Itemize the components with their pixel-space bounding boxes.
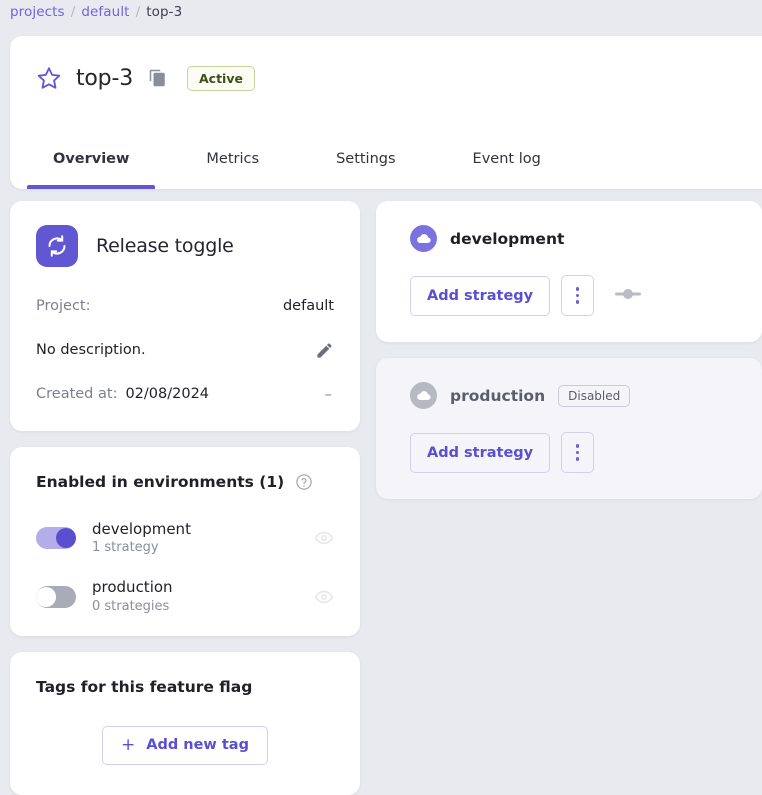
strategy-card-production: production Disabled Add strategy: [376, 358, 762, 499]
created-label: Created at:: [36, 386, 118, 402]
feature-header-row: top-3 Active: [10, 36, 762, 120]
breadcrumb: projects / default / top-3: [0, 0, 762, 24]
release-toggle-card: Release toggle Project: default No descr…: [10, 201, 360, 431]
breadcrumb-separator: /: [70, 4, 76, 20]
tags-body: + Add new tag: [36, 725, 334, 765]
feature-tabs: Overview Metrics Settings Event log: [10, 120, 762, 189]
strategy-card-header: production Disabled: [410, 382, 762, 409]
breadcrumb-item-projects[interactable]: projects: [10, 4, 65, 20]
breadcrumb-item-default[interactable]: default: [81, 4, 130, 20]
tab-settings[interactable]: Settings: [336, 151, 396, 167]
cloud-icon: [410, 225, 437, 252]
strategy-card-name: production: [450, 386, 546, 405]
add-strategy-button[interactable]: Add strategy: [410, 275, 551, 316]
created-value: 02/08/2024: [125, 386, 210, 402]
star-icon[interactable]: [36, 65, 62, 91]
tags-card: Tags for this feature flag + Add new tag: [10, 651, 360, 795]
cloud-icon: [410, 382, 437, 409]
environment-name: production: [92, 578, 173, 597]
help-circle-icon[interactable]: [295, 473, 313, 491]
add-new-tag-button[interactable]: + Add new tag: [102, 725, 268, 765]
strategy-card-name: development: [450, 229, 565, 248]
more-vertical-icon[interactable]: [561, 432, 595, 473]
add-new-tag-label: Add new tag: [146, 737, 249, 754]
overview-content: Release toggle Project: default No descr…: [10, 201, 762, 795]
created-row: Created at: 02/08/2024 –: [10, 375, 360, 413]
strategy-card-development: development Add strategy: [376, 201, 762, 342]
environment-toggle-development[interactable]: [36, 527, 76, 550]
right-column: development Add strategy: [376, 201, 762, 795]
environment-row-production: production 0 strategies: [36, 571, 334, 617]
strategy-card-actions: Add strategy: [410, 432, 762, 473]
eye-icon[interactable]: [314, 587, 334, 607]
environment-name: development: [92, 520, 191, 538]
environment-strategy-count: 0 strategies: [92, 598, 170, 614]
strategy-card-actions: Add strategy: [410, 275, 762, 316]
left-column: Release toggle Project: default No descr…: [10, 201, 360, 795]
add-strategy-button[interactable]: Add strategy: [410, 432, 551, 473]
tab-event-log[interactable]: Event log: [472, 151, 541, 167]
sync-arrows-icon: [36, 225, 78, 267]
disabled-chip: Disabled: [558, 384, 631, 407]
enabled-environments-header: Enabled in environments (1): [36, 473, 334, 491]
tags-title: Tags for this feature flag: [36, 677, 253, 696]
environment-strategy-count: 1 strategy: [92, 540, 159, 556]
tab-overview[interactable]: Overview: [26, 151, 156, 189]
enabled-environments-title: Enabled in environments (1): [36, 473, 285, 491]
enabled-environments-card: Enabled in environments (1) development …: [10, 447, 360, 636]
description-text: No description.: [36, 342, 146, 358]
breadcrumb-item-current: top-3: [146, 4, 183, 20]
description-row: No description.: [10, 331, 360, 369]
drag-handle-icon[interactable]: [613, 286, 643, 305]
copy-icon[interactable]: [149, 69, 167, 87]
project-label: Project:: [36, 298, 91, 314]
feature-header-panel: top-3 Active Overview Metrics Settings E…: [10, 36, 762, 189]
eye-icon[interactable]: [314, 528, 334, 548]
breadcrumb-separator: /: [135, 4, 141, 20]
status-badge: Active: [187, 65, 255, 91]
strategy-card-header: development: [410, 225, 762, 252]
page-title: top-3: [76, 65, 133, 91]
project-row: Project: default: [10, 287, 360, 325]
project-value: default: [282, 298, 334, 314]
release-toggle-title: Release toggle: [96, 235, 234, 257]
environment-row-development: development 1 strategy: [36, 513, 334, 571]
more-vertical-icon[interactable]: [561, 275, 595, 316]
release-toggle-header: Release toggle: [10, 201, 360, 281]
plus-icon: +: [121, 734, 136, 755]
pencil-icon[interactable]: [315, 341, 334, 360]
tab-metrics[interactable]: Metrics: [206, 151, 260, 167]
environment-toggle-production[interactable]: [36, 585, 76, 608]
dash-icon: –: [324, 384, 333, 403]
